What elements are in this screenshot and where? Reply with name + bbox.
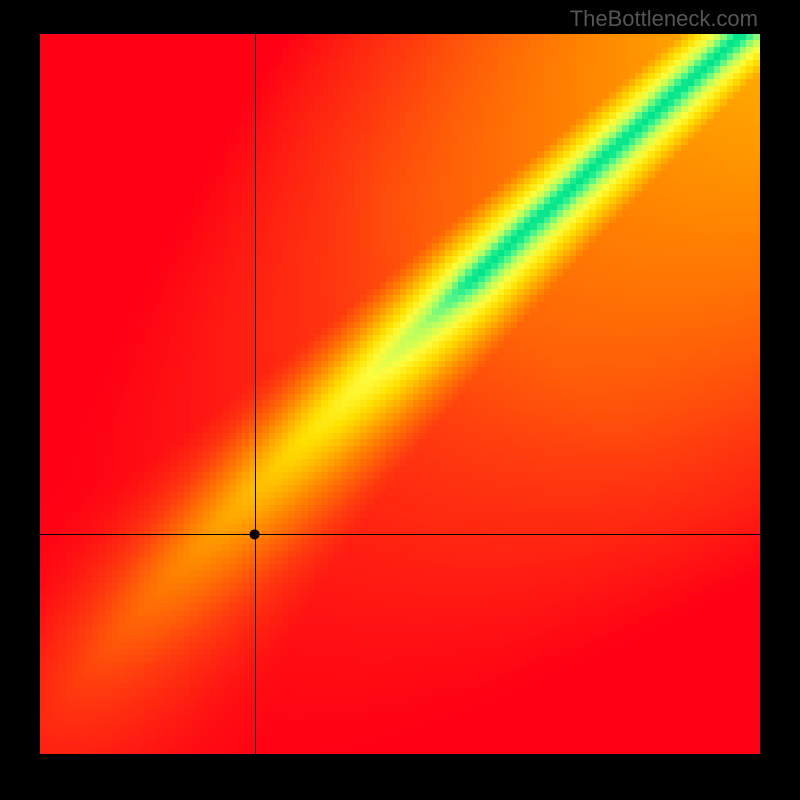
watermark-text: TheBottleneck.com <box>570 6 758 32</box>
chart-frame: TheBottleneck.com <box>0 0 800 800</box>
bottleneck-heatmap-canvas <box>40 34 760 754</box>
plot-area <box>40 34 760 754</box>
